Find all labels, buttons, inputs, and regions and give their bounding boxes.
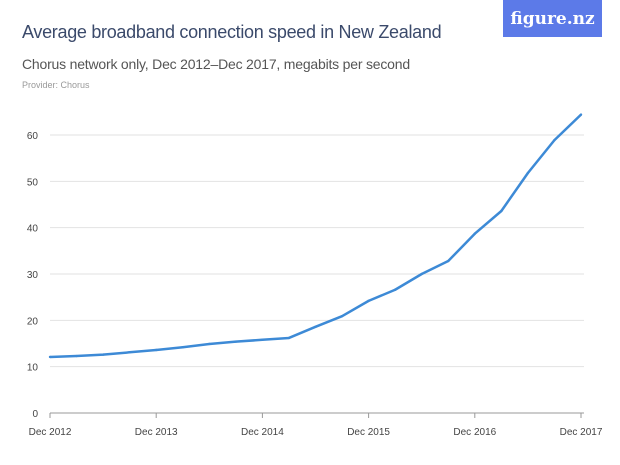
data-point [261,338,264,341]
x-tick-label: Dec 2016 [453,427,496,438]
x-tick-label: Dec 2014 [241,427,284,438]
y-tick-label: 20 [27,316,39,327]
chart-title: Average broadband connection speed in Ne… [22,22,442,42]
y-tick-label: 0 [32,409,38,420]
data-point [208,342,211,346]
x-tick-label: Dec 2015 [347,427,390,438]
data-point [473,232,476,235]
x-tick-label: Dec 2013 [135,427,178,438]
data-point [48,355,52,359]
data-point [128,351,131,354]
data-point [579,113,583,116]
data-point [234,340,238,343]
y-tick-label: 30 [27,270,39,281]
y-tick-label: 40 [27,224,39,235]
provider-label: Provider: Chorus [22,80,90,90]
x-tick-label: Dec 2017 [560,427,603,438]
data-point [340,314,344,318]
data-point [500,209,503,213]
figure-nz-logo[interactable]: figure.nz [503,0,602,37]
data-point [155,348,158,352]
data-point [367,299,370,303]
data-point [447,259,450,263]
data-point [526,171,530,175]
data-point [314,325,317,329]
y-tick-label: 60 [27,131,39,142]
chart-subtitle: Chorus network only, Dec 2012–Dec 2017, … [22,56,410,72]
data-point [393,288,397,291]
data-point [181,346,184,349]
y-tick-label: 10 [27,363,39,374]
data-point [101,353,105,356]
data-point [420,272,423,276]
data-point [287,336,291,340]
y-tick-label: 50 [27,177,39,188]
data-point [75,354,78,358]
x-tick-label: Dec 2012 [29,427,72,438]
data-point [553,138,556,142]
